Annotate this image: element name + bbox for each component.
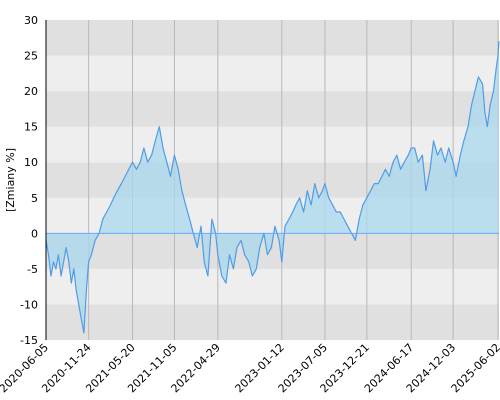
x-axis-ticks: 2020-06-052020-11-242021-05-202021-11-05… (0, 341, 500, 395)
y-tick-label: 10 (24, 156, 38, 169)
grid-band (46, 304, 499, 340)
grid-band (46, 268, 499, 305)
y-tick-label: 20 (24, 85, 38, 98)
y-tick-label: 30 (24, 14, 38, 27)
grid-band (46, 20, 499, 56)
y-tick-label: 0 (31, 227, 38, 240)
y-tick-label: -15 (20, 334, 38, 347)
y-tick-label: -10 (20, 298, 38, 311)
y-axis-ticks: -15 -10 -5 0 5 10 15 20 25 30 (20, 14, 38, 347)
y-tick-label: -5 (27, 263, 38, 276)
grid-band (46, 55, 499, 92)
grid-band (46, 126, 499, 163)
grid-band (46, 91, 499, 127)
y-axis-label: [Zmiany %] (4, 148, 17, 212)
series-fill (46, 41, 499, 333)
y-tick-label: 15 (24, 121, 38, 134)
series-area (45, 41, 500, 334)
y-tick-label: 5 (31, 192, 38, 205)
zero-baseline (45, 20, 499, 340)
y-tick-label: 25 (24, 50, 38, 63)
series-line (45, 41, 500, 334)
